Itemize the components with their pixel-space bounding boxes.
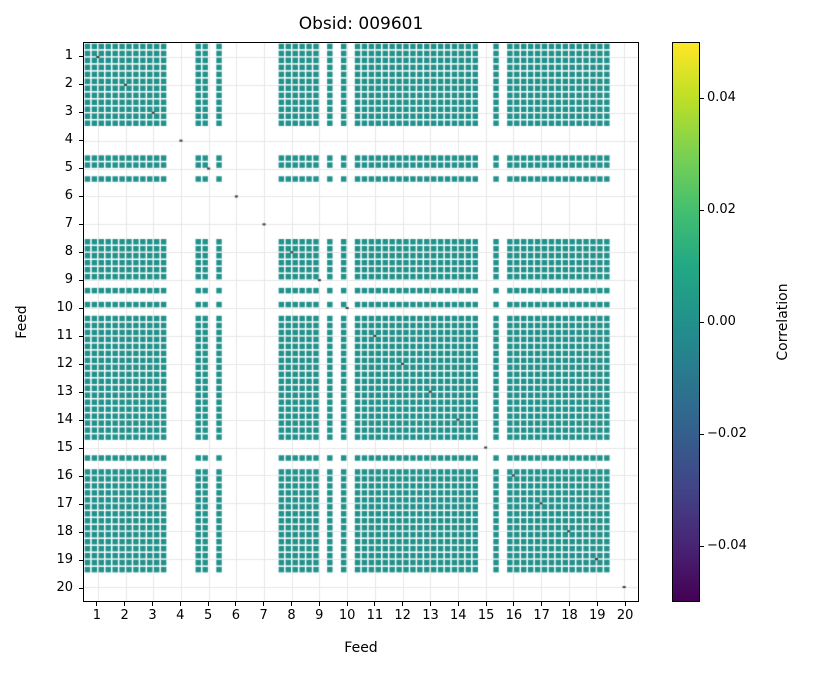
x-tick-mark	[96, 602, 98, 606]
y-tick-mark	[79, 391, 83, 393]
y-tick-label: 3	[64, 104, 73, 119]
y-tick-label: 17	[56, 496, 73, 511]
y-tick-mark	[79, 195, 83, 197]
x-tick-label: 16	[505, 608, 523, 623]
x-axis-label: Feed	[344, 640, 378, 656]
x-tick-label: 9	[315, 608, 324, 623]
heatmap-canvas	[84, 43, 638, 601]
x-tick-label: 20	[616, 608, 634, 623]
x-tick-mark	[235, 602, 237, 606]
y-tick-label: 15	[56, 440, 73, 455]
y-tick-label: 4	[64, 132, 73, 147]
y-tick-label: 18	[56, 524, 73, 539]
x-tick-mark	[374, 602, 376, 606]
x-tick-label: 5	[203, 608, 213, 623]
x-tick-label: 6	[231, 608, 241, 623]
chart-title: Obsid: 009601	[298, 14, 424, 34]
x-tick-mark	[569, 602, 570, 606]
colorbar-tick-label: 0.04	[707, 90, 736, 105]
y-tick-mark	[79, 251, 83, 253]
y-tick-label: 10	[56, 300, 73, 315]
colorbar-tick-mark	[700, 545, 704, 547]
y-tick-mark	[79, 419, 83, 421]
y-tick-mark	[79, 139, 83, 141]
x-tick-label: 2	[120, 608, 129, 623]
colorbar-tick-mark	[700, 321, 704, 323]
x-tick-label: 14	[450, 608, 467, 623]
y-tick-mark	[79, 447, 83, 449]
x-tick-mark	[485, 602, 487, 606]
x-tick-mark	[596, 602, 598, 606]
x-tick-label: 8	[287, 608, 296, 623]
x-tick-label: 13	[422, 608, 439, 623]
x-tick-label: 15	[477, 608, 495, 623]
y-tick-label: 2	[64, 76, 73, 91]
y-tick-label: 20	[56, 580, 73, 595]
colorbar-tick-label: −0.04	[707, 538, 747, 553]
y-tick-mark	[79, 307, 83, 309]
colorbar-tick-mark	[700, 97, 704, 99]
x-tick-label: 10	[338, 608, 356, 623]
x-tick-label: 3	[148, 608, 157, 623]
y-tick-label: 11	[56, 328, 73, 343]
colorbar-gradient	[673, 43, 699, 601]
x-tick-mark	[541, 602, 543, 606]
y-tick-label: 1	[64, 48, 73, 63]
x-tick-label: 7	[259, 608, 268, 623]
y-tick-mark	[79, 111, 83, 113]
colorbar-label: Correlation	[775, 283, 791, 361]
y-tick-mark	[79, 503, 83, 505]
x-tick-label: 18	[561, 608, 578, 623]
y-tick-mark	[79, 363, 83, 365]
y-tick-mark	[79, 335, 83, 337]
y-tick-label: 19	[56, 552, 73, 567]
y-tick-mark	[79, 531, 83, 533]
x-tick-mark	[124, 602, 126, 606]
x-tick-mark	[402, 602, 404, 606]
y-tick-mark	[79, 167, 83, 169]
y-tick-label: 5	[64, 160, 73, 175]
x-tick-mark	[624, 602, 626, 606]
y-tick-label: 14	[56, 412, 73, 427]
x-tick-label: 1	[92, 608, 102, 623]
x-tick-mark	[346, 602, 348, 606]
colorbar-tick-label: 0.00	[707, 314, 736, 329]
x-tick-mark	[430, 602, 431, 606]
x-tick-mark	[179, 602, 181, 606]
x-tick-mark	[513, 602, 515, 606]
x-tick-mark	[152, 602, 153, 606]
colorbar-tick-label: −0.02	[707, 426, 747, 441]
x-tick-label: 12	[394, 608, 411, 623]
colorbar-tick-mark	[700, 433, 704, 435]
x-tick-label: 19	[589, 608, 606, 623]
y-tick-mark	[79, 83, 83, 85]
x-tick-mark	[318, 602, 320, 606]
y-tick-label: 12	[56, 356, 73, 371]
y-axis-label: Feed	[14, 305, 30, 339]
y-tick-mark	[79, 559, 83, 561]
y-tick-mark	[79, 587, 83, 589]
x-tick-label: 11	[366, 608, 384, 623]
y-tick-label: 16	[56, 468, 73, 483]
x-tick-mark	[207, 602, 209, 606]
y-tick-mark	[79, 223, 83, 225]
y-tick-label: 7	[64, 216, 73, 231]
y-tick-label: 8	[64, 244, 73, 259]
y-tick-label: 13	[56, 384, 73, 399]
y-tick-mark	[79, 475, 83, 477]
x-tick-mark	[457, 602, 459, 606]
x-tick-mark	[291, 602, 292, 606]
x-tick-mark	[263, 602, 265, 606]
y-tick-mark	[79, 279, 83, 281]
colorbar-tick-label: 0.02	[707, 202, 736, 217]
y-tick-label: 6	[64, 188, 73, 203]
colorbar	[672, 42, 700, 602]
y-tick-label: 9	[64, 272, 73, 287]
x-tick-label: 17	[533, 608, 550, 623]
x-tick-label: 4	[176, 608, 185, 623]
y-tick-mark	[79, 55, 83, 57]
plot-area	[83, 42, 639, 602]
colorbar-tick-mark	[700, 209, 704, 211]
